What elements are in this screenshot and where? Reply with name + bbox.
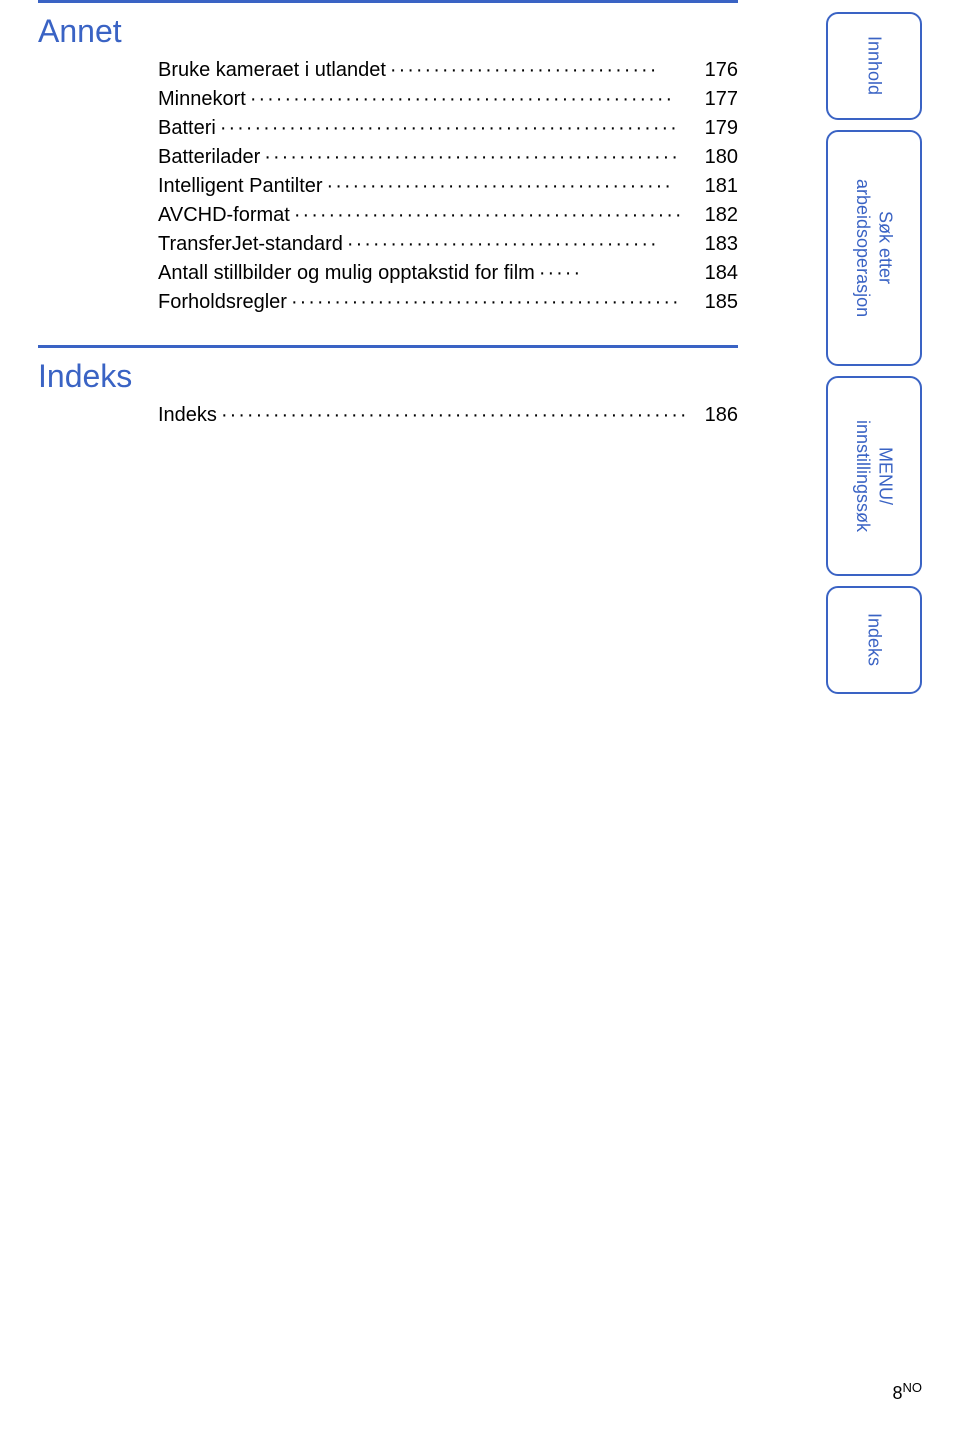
toc-leader: ········································ — [323, 172, 705, 201]
toc-block-annet: Bruke kameraet i utlandet ··············… — [158, 56, 738, 317]
toc-leader: ········································… — [287, 288, 705, 317]
section-rule — [38, 345, 738, 348]
tab-label: Indeks — [863, 597, 886, 682]
tab-menu[interactable]: MENU/ innstillingssøk — [826, 376, 922, 576]
toc-entry[interactable]: Indeks ·································… — [158, 401, 738, 430]
toc-label: Bruke kameraet i utlandet — [158, 56, 386, 85]
toc-page: 180 — [705, 143, 738, 172]
toc-entry[interactable]: Forholdsregler ·························… — [158, 288, 738, 317]
toc-entry[interactable]: Batterilader ···························… — [158, 143, 738, 172]
toc-page: 185 — [705, 288, 738, 317]
toc-page: 177 — [705, 85, 738, 114]
toc-label: Batteri — [158, 114, 216, 143]
section-heading-annet: Annet — [38, 13, 738, 50]
page-footer: 8NO — [892, 1380, 922, 1404]
toc-label: Forholdsregler — [158, 288, 287, 317]
toc-label: TransferJet-standard — [158, 230, 343, 259]
main-content: Annet Bruke kameraet i utlandet ········… — [38, 0, 738, 458]
section-rule — [38, 0, 738, 3]
toc-label: Batterilader — [158, 143, 260, 172]
toc-label: AVCHD-format — [158, 201, 290, 230]
tab-label: Søk etter arbeidsoperasjon — [852, 132, 897, 364]
tab-innhold[interactable]: Innhold — [826, 12, 922, 120]
toc-leader: ···································· — [343, 230, 705, 259]
tab-label: MENU/ innstillingssøk — [852, 378, 897, 574]
toc-leader: ········································… — [216, 114, 705, 143]
toc-label: Intelligent Pantilter — [158, 172, 323, 201]
toc-leader: ········································… — [260, 143, 704, 172]
tab-label: Innhold — [863, 20, 886, 111]
toc-page: 184 — [705, 259, 738, 288]
section-heading-indeks: Indeks — [38, 358, 738, 395]
toc-entry[interactable]: Intelligent Pantilter ··················… — [158, 172, 738, 201]
toc-page: 186 — [705, 401, 738, 430]
toc-entry[interactable]: AVCHD-format ···························… — [158, 201, 738, 230]
toc-entry[interactable]: TransferJet-standard ···················… — [158, 230, 738, 259]
toc-leader: ········································… — [217, 401, 705, 430]
toc-leader: ····· — [535, 259, 705, 288]
toc-leader: ······························· — [386, 56, 705, 85]
toc-page: 179 — [705, 114, 738, 143]
toc-leader: ········································… — [290, 201, 705, 230]
tab-sok-etter[interactable]: Søk etter arbeidsoperasjon — [826, 130, 922, 366]
toc-leader: ········································… — [246, 85, 705, 114]
toc-entry[interactable]: Bruke kameraet i utlandet ··············… — [158, 56, 738, 85]
toc-page: 183 — [705, 230, 738, 259]
toc-entry[interactable]: Minnekort ······························… — [158, 85, 738, 114]
toc-label: Indeks — [158, 401, 217, 430]
toc-entry[interactable]: Antall stillbilder og mulig opptakstid f… — [158, 259, 738, 288]
toc-page: 176 — [705, 56, 738, 85]
tab-indeks[interactable]: Indeks — [826, 586, 922, 694]
toc-block-indeks: Indeks ·································… — [158, 401, 738, 430]
side-tabs: Innhold Søk etter arbeidsoperasjon MENU/… — [826, 12, 922, 704]
toc-page: 182 — [705, 201, 738, 230]
toc-page: 181 — [705, 172, 738, 201]
page-number: 8 — [892, 1383, 902, 1403]
toc-label: Antall stillbilder og mulig opptakstid f… — [158, 259, 535, 288]
toc-label: Minnekort — [158, 85, 246, 114]
toc-entry[interactable]: Batteri ································… — [158, 114, 738, 143]
page-suffix: NO — [903, 1380, 923, 1395]
